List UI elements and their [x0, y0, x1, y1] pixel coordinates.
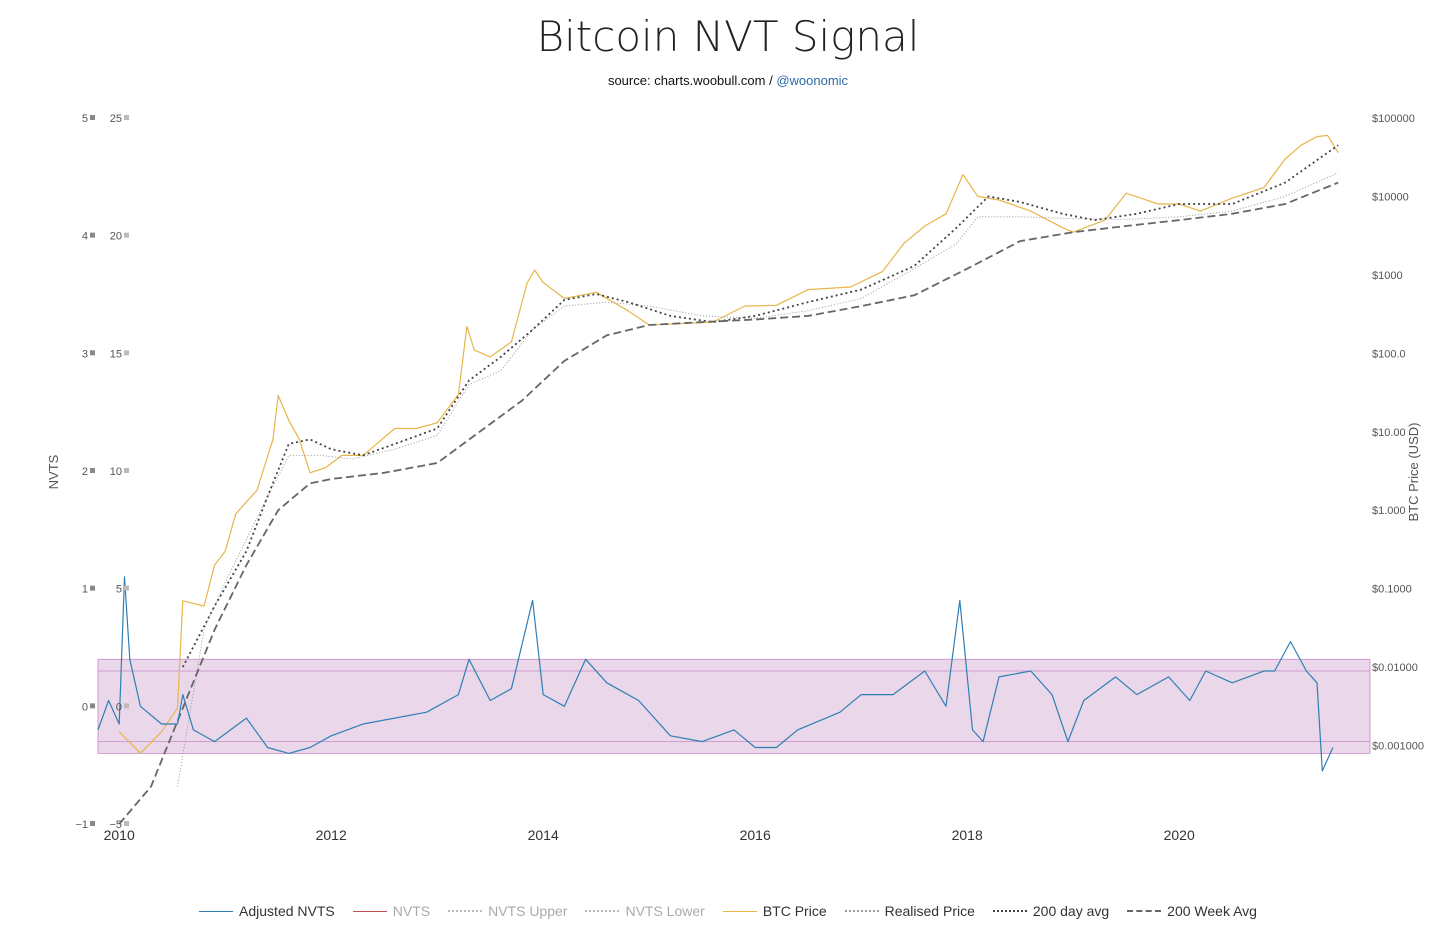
series-line-d200 — [182, 144, 1339, 668]
legend-swatch — [448, 910, 483, 912]
chart-subtitle: source: charts.woobull.com / @woonomic — [0, 73, 1456, 88]
y-left-inner-tick: 10 — [110, 466, 122, 478]
y-left-outer-tick: 5 — [82, 113, 88, 125]
x-tick-2016: 2016 — [740, 827, 771, 843]
y-axis-left-title: NVTS — [46, 454, 61, 489]
series-lines — [97, 134, 1339, 825]
nvts-band-outer — [97, 658, 1371, 754]
legend-item[interactable]: NVTS — [352, 903, 431, 919]
y-left-inner-tick-marker — [124, 350, 129, 356]
legend-swatch — [844, 910, 879, 912]
series-line-w200 — [118, 181, 1339, 825]
y-right-tick: $10000 — [1372, 191, 1409, 203]
legend-item[interactable]: BTC Price — [722, 903, 827, 919]
legend-swatch — [1127, 910, 1162, 912]
legend-label: 200 day avg — [1032, 903, 1110, 919]
y-left-outer-tick-marker — [90, 585, 95, 591]
y-axis-right-title: BTC Price (USD) — [1406, 423, 1421, 522]
y-left-inner-tick: −5 — [109, 819, 122, 831]
legend-label: NVTS Lower — [625, 903, 705, 919]
legend-label: BTC Price — [762, 903, 827, 919]
y-left-inner-tick-marker — [124, 703, 129, 709]
y-left-outer-tick: 2 — [82, 466, 88, 478]
legend-item[interactable]: Realised Price — [844, 903, 975, 919]
y-left-inner-tick-marker — [124, 468, 129, 473]
y-right-tick: $0.001000 — [1372, 741, 1424, 753]
y-left-inner-tick: 25 — [110, 113, 122, 125]
y-left-inner-tick: 15 — [110, 348, 122, 360]
y-right-tick: $1.000 — [1372, 505, 1406, 517]
y-left-outer-tick-marker — [90, 115, 95, 120]
legend-swatch — [722, 910, 757, 912]
legend-item[interactable]: NVTS Upper — [448, 903, 567, 919]
axes: −1 0 1 2 3 4 5 −5 0 5 10 15 20 25 $0.001000 $0.01000 $0.… — [75, 113, 1424, 843]
y-left-inner-tick: 5 — [116, 584, 122, 596]
y-left-outer-tick: 3 — [82, 348, 88, 360]
x-tick-2020: 2020 — [1164, 827, 1195, 843]
chart-title: Bitcoin NVT Signal — [536, 12, 920, 61]
y-left-outer-tick: −1 — [75, 819, 88, 831]
legend-swatch — [352, 910, 387, 912]
legend-label: NVTS — [392, 903, 431, 919]
series-line-btc — [118, 134, 1339, 754]
y-left-outer-tick-marker — [90, 821, 95, 826]
y-right-tick: $100000 — [1372, 113, 1415, 125]
legend-label: Realised Price — [884, 903, 975, 919]
source-handle-link[interactable]: @woonomic — [776, 73, 849, 88]
x-tick-2014: 2014 — [528, 827, 559, 843]
y-left-outer-tick-marker — [90, 703, 95, 709]
legend-label: Adjusted NVTS — [239, 903, 335, 919]
y-left-outer-tick-marker — [90, 350, 95, 356]
y-left-outer-tick: 4 — [82, 231, 88, 243]
legend: Adjusted NVTS NVTS NVTS Upper NVTS Lower BTC… — [0, 903, 1456, 919]
y-right-tick: $0.1000 — [1372, 584, 1412, 596]
x-tick-2018: 2018 — [952, 827, 983, 843]
legend-item[interactable]: NVTS Lower — [585, 903, 705, 919]
y-left-inner-tick-marker — [124, 585, 129, 591]
legend-item[interactable]: Adjusted NVTS — [199, 903, 335, 919]
y-left-inner-tick-marker — [124, 115, 129, 120]
legend-swatch — [199, 910, 234, 912]
y-left-outer-tick: 1 — [82, 584, 88, 596]
y-right-tick: $0.01000 — [1372, 662, 1418, 674]
y-left-outer-tick-marker — [90, 468, 95, 473]
legend-label: 200 Week Avg — [1167, 903, 1257, 919]
x-tick-2012: 2012 — [316, 827, 347, 843]
y-left-inner-tick-marker — [124, 232, 129, 238]
nvts-band — [97, 658, 1371, 754]
x-tick-2010: 2010 — [104, 827, 135, 843]
legend-item[interactable]: 200 day avg — [992, 903, 1110, 919]
y-left-inner-tick: 0 — [116, 701, 122, 713]
legend-swatch — [992, 910, 1027, 912]
source-text: source: charts.woobull.com / — [607, 73, 777, 88]
legend-swatch — [585, 910, 620, 912]
y-right-tick: $1000 — [1372, 270, 1403, 282]
y-right-tick: $100.0 — [1372, 348, 1406, 360]
series-line-nvts — [97, 576, 1334, 772]
y-left-outer-tick-marker — [90, 232, 95, 238]
legend-item[interactable]: 200 Week Avg — [1127, 903, 1257, 919]
y-left-inner-tick: 20 — [110, 231, 122, 243]
y-right-tick: $10.00 — [1372, 427, 1406, 439]
legend-label: NVTS Upper — [488, 903, 568, 919]
y-left-inner-tick-marker — [124, 821, 129, 826]
y-left-outer-tick: 0 — [82, 701, 88, 713]
